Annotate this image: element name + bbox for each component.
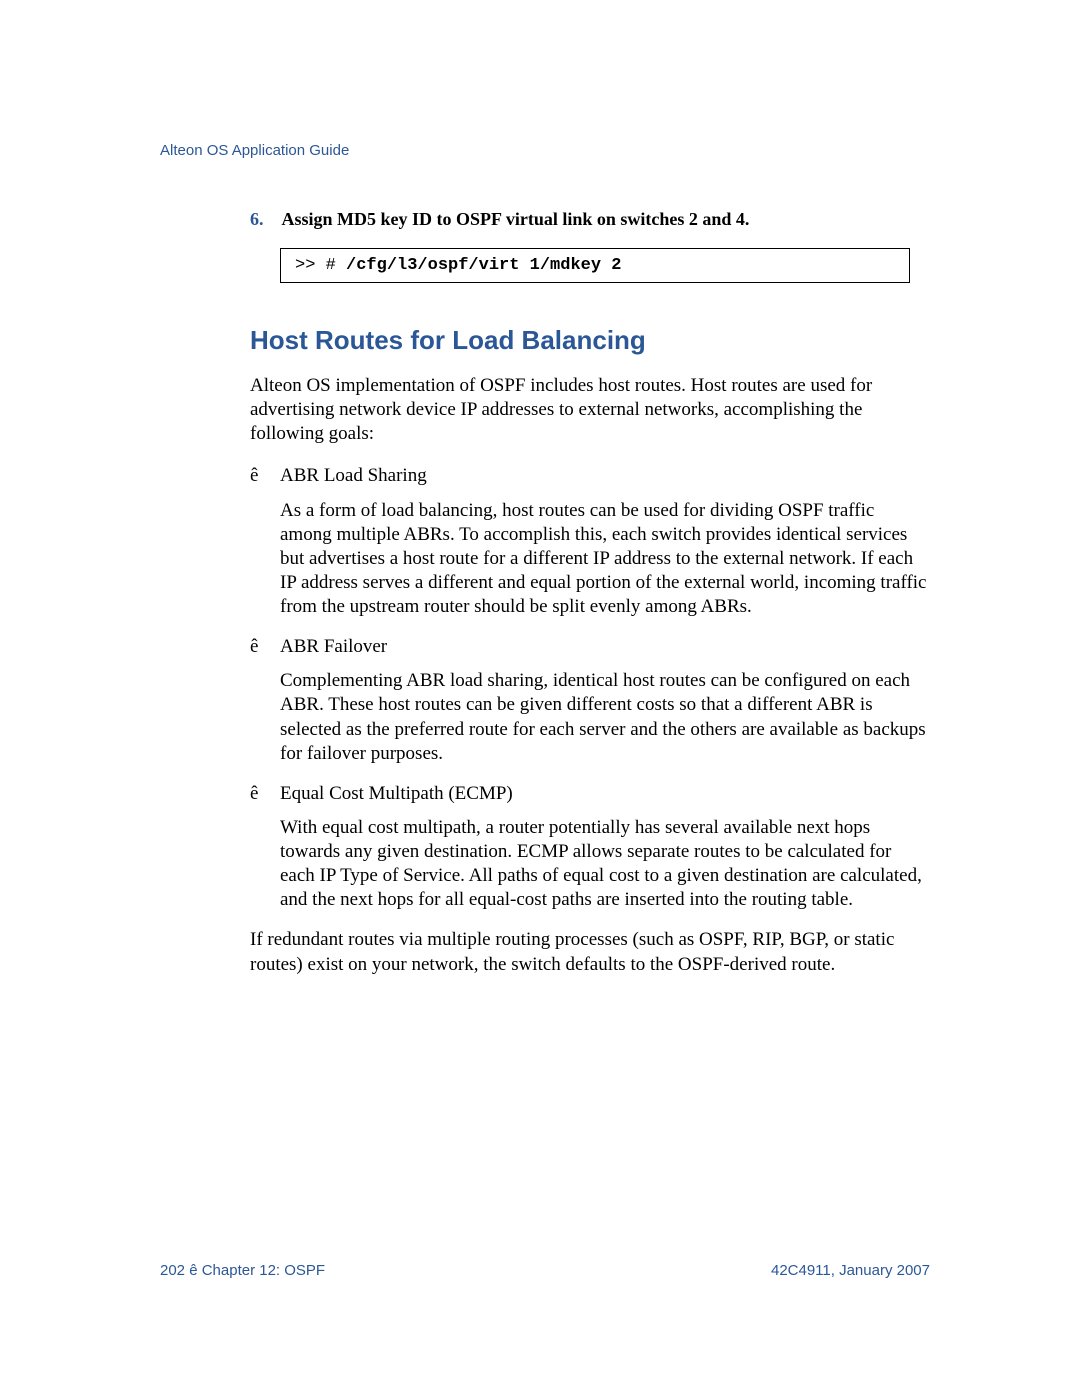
- bullet-row: ê ABR Load Sharing: [250, 464, 930, 488]
- code-box: >> # /cfg/l3/ospf/virt 1/mdkey 2: [280, 248, 910, 283]
- closing-paragraph: If redundant routes via multiple routing…: [250, 928, 930, 976]
- step-text: Assign MD5 key ID to OSPF virtual link o…: [282, 209, 750, 229]
- page-footer: 202 ê Chapter 12: OSPF 42C4911, January …: [160, 1262, 930, 1279]
- bullet-row: ê Equal Cost Multipath (ECMP): [250, 782, 930, 806]
- step-number: 6.: [250, 209, 264, 229]
- bullet-body: As a form of load balancing, host routes…: [280, 499, 930, 620]
- bullet-body: Complementing ABR load sharing, identica…: [280, 669, 930, 766]
- bullet-body: With equal cost multipath, a router pote…: [280, 816, 930, 913]
- bullet-row: ê ABR Failover: [250, 635, 930, 659]
- bullet-label: ABR Failover: [280, 635, 930, 659]
- bullet-item: ê ABR Failover Complementing ABR load sh…: [250, 635, 930, 766]
- running-header: Alteon OS Application Guide: [160, 142, 930, 159]
- bullet-item: ê Equal Cost Multipath (ECMP) With equal…: [250, 782, 930, 913]
- bullet-mark-icon: ê: [250, 635, 280, 659]
- footer-left: 202 ê Chapter 12: OSPF: [160, 1262, 325, 1279]
- page: Alteon OS Application Guide 6. Assign MD…: [0, 0, 1080, 1397]
- section-intro: Alteon OS implementation of OSPF include…: [250, 374, 930, 446]
- bullet-item: ê ABR Load Sharing As a form of load bal…: [250, 464, 930, 619]
- step-line: 6. Assign MD5 key ID to OSPF virtual lin…: [250, 209, 930, 230]
- code-prompt: >> #: [295, 256, 346, 275]
- bullet-label: Equal Cost Multipath (ECMP): [280, 782, 930, 806]
- bullet-mark-icon: ê: [250, 782, 280, 806]
- bullet-mark-icon: ê: [250, 464, 280, 488]
- footer-right: 42C4911, January 2007: [771, 1262, 930, 1279]
- bullet-label: ABR Load Sharing: [280, 464, 930, 488]
- code-command: /cfg/l3/ospf/virt 1/mdkey 2: [346, 256, 621, 275]
- section-heading: Host Routes for Load Balancing: [250, 325, 930, 356]
